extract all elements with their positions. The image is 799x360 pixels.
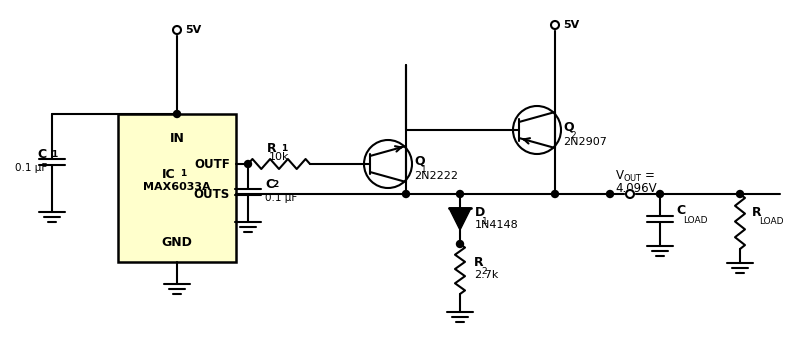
Circle shape <box>456 190 463 198</box>
Text: IN: IN <box>169 131 185 144</box>
Text: 5V: 5V <box>563 20 579 30</box>
Text: GND: GND <box>161 235 193 248</box>
Text: 0.1 μF: 0.1 μF <box>265 193 297 203</box>
Text: C: C <box>38 148 47 162</box>
Text: Q: Q <box>563 121 574 134</box>
Circle shape <box>551 190 559 198</box>
Text: 1: 1 <box>421 165 427 174</box>
Text: V$_{\mathsf{OUT}}$ =: V$_{\mathsf{OUT}}$ = <box>615 168 655 184</box>
Text: D: D <box>475 207 485 220</box>
Text: MAX6033A: MAX6033A <box>143 182 211 192</box>
Text: OUTS: OUTS <box>193 188 230 201</box>
Text: 0.1 μF: 0.1 μF <box>14 163 47 173</box>
Text: R: R <box>268 141 277 154</box>
Text: 1N4148: 1N4148 <box>475 220 519 230</box>
Text: 5V: 5V <box>185 25 201 35</box>
Circle shape <box>657 190 663 198</box>
Circle shape <box>626 189 634 198</box>
Text: 2: 2 <box>570 131 575 140</box>
Text: C: C <box>676 204 685 217</box>
Text: 1: 1 <box>51 150 58 159</box>
FancyBboxPatch shape <box>118 114 236 262</box>
Text: 2: 2 <box>272 180 278 189</box>
Circle shape <box>737 190 744 198</box>
Text: 2.7k: 2.7k <box>474 270 499 280</box>
Text: C: C <box>265 179 274 192</box>
Circle shape <box>173 26 181 35</box>
Circle shape <box>606 190 614 198</box>
Text: LOAD: LOAD <box>759 217 784 226</box>
Circle shape <box>403 190 410 198</box>
Circle shape <box>551 21 559 30</box>
Circle shape <box>456 240 463 248</box>
Text: 1: 1 <box>281 144 288 153</box>
Text: IC: IC <box>162 167 176 180</box>
Text: 10k: 10k <box>268 152 289 162</box>
Text: R: R <box>752 206 761 219</box>
Circle shape <box>244 161 252 167</box>
Text: 2N2907: 2N2907 <box>563 137 607 147</box>
Text: OUTF: OUTF <box>194 158 230 171</box>
Text: LOAD: LOAD <box>683 216 707 225</box>
Text: 1: 1 <box>482 217 487 226</box>
Text: 4.096V: 4.096V <box>615 181 657 194</box>
Text: 1: 1 <box>180 169 186 178</box>
Polygon shape <box>449 208 471 230</box>
Text: 2: 2 <box>481 267 487 276</box>
Text: Q: Q <box>414 154 424 167</box>
Text: 2N2222: 2N2222 <box>414 171 458 181</box>
Text: R: R <box>474 256 483 270</box>
Circle shape <box>173 111 181 117</box>
